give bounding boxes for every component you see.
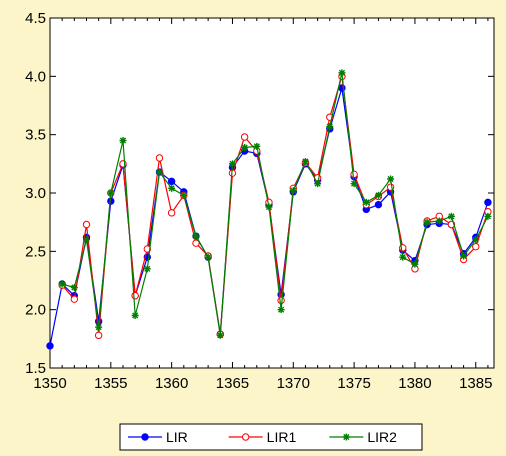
plot-area [49, 17, 495, 369]
legend: LIR LIR1 LIR2 [119, 423, 423, 451]
data-point [168, 184, 176, 192]
x-tick-label: 1375 [337, 375, 370, 392]
data-point [326, 123, 334, 130]
data-point [240, 133, 249, 141]
data-point [180, 191, 188, 199]
data-point [107, 189, 115, 197]
data-point [204, 253, 212, 261]
y-tick-label: 3.5 [25, 127, 46, 144]
data-point [82, 220, 91, 229]
y-tick-label: 2.5 [25, 243, 46, 260]
data-point [350, 180, 358, 188]
data-point [253, 142, 261, 150]
data-point [374, 191, 382, 199]
y-axis: 1.5 2.0 2.5 3.0 3.5 4.0 4.5 [25, 10, 494, 377]
legend-item-lir2: LIR2 [329, 429, 397, 445]
data-point [386, 183, 395, 191]
data-point [119, 137, 127, 144]
data-point [192, 239, 200, 247]
x-tick-label: 1380 [398, 375, 431, 392]
series-lir2 [58, 69, 492, 339]
data-point [314, 180, 322, 188]
data-point [216, 331, 224, 339]
x-tick-label: 1360 [155, 375, 188, 392]
data-point [46, 342, 54, 350]
data-point [70, 295, 79, 303]
data-point [301, 158, 309, 165]
data-point [277, 306, 285, 314]
data-point [167, 177, 176, 186]
y-tick-label: 1.5 [25, 360, 46, 377]
legend-label: LIR1 [267, 429, 297, 445]
data-point [58, 280, 66, 288]
legend-item-lir: LIR [128, 429, 188, 445]
data-point [94, 331, 103, 340]
data-point [241, 433, 250, 441]
y-tick-label: 4.5 [25, 10, 46, 27]
data-point [387, 175, 395, 183]
data-point [289, 187, 297, 195]
series-layer [46, 69, 492, 350]
data-point [472, 236, 480, 244]
data-point [143, 265, 151, 273]
legend-label: LIR [166, 429, 188, 445]
data-point [277, 296, 285, 305]
data-point [484, 198, 492, 207]
x-tick-label: 1355 [94, 375, 127, 392]
data-point [342, 433, 350, 441]
data-point [95, 323, 103, 331]
data-point [167, 209, 176, 217]
data-point [484, 212, 492, 220]
data-point [350, 170, 358, 179]
series-line [61, 76, 489, 336]
legend-item-lir1: LIR1 [228, 429, 297, 445]
data-point [362, 198, 370, 206]
data-point [70, 284, 78, 291]
data-point [374, 200, 383, 209]
data-point [460, 252, 468, 260]
data-point [82, 236, 90, 244]
x-tick-label: 1370 [277, 375, 310, 392]
data-point [423, 218, 431, 226]
x-tick-label: 1385 [459, 375, 492, 392]
y-tick-label: 2.0 [25, 302, 46, 319]
legend-box [119, 423, 423, 451]
data-point [192, 232, 200, 240]
data-point [435, 217, 443, 225]
x-tick-label: 1365 [216, 375, 249, 392]
y-tick-label: 3.0 [25, 185, 46, 202]
x-axis: 1350 1355 1360 1365 1370 1375 1380 1385 [33, 18, 492, 392]
data-point [399, 253, 407, 261]
data-point [131, 291, 139, 300]
series-line [62, 72, 489, 336]
data-point [338, 69, 346, 77]
x-tick-label: 1350 [33, 375, 66, 392]
data-point [155, 168, 163, 176]
data-point [131, 312, 139, 319]
data-point [447, 212, 455, 220]
data-point [472, 242, 480, 251]
data-point [155, 154, 164, 162]
data-point [241, 144, 249, 151]
legend-label: LIR2 [367, 429, 397, 445]
data-point [228, 160, 236, 168]
data-point [143, 245, 152, 253]
data-point [411, 260, 419, 268]
data-point [141, 433, 149, 441]
y-tick-label: 4.0 [25, 68, 46, 85]
data-point [265, 203, 273, 211]
